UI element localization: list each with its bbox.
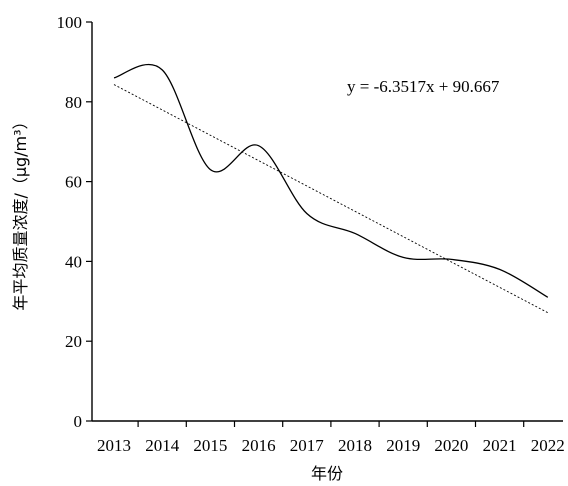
- x-tick-label: 2017: [290, 436, 325, 455]
- trend-line: [113, 84, 549, 314]
- x-axis-title: 年份: [311, 464, 343, 483]
- x-ticks: 2013 2014 2015 2016 2017 2018 2019 2020 2021 2022: [97, 421, 565, 455]
- y-tick-label: 0: [74, 412, 83, 431]
- y-tick-label: 20: [65, 332, 82, 351]
- x-tick-label: 2019: [386, 436, 420, 455]
- x-tick-label: 2014: [145, 436, 180, 455]
- axes: [91, 22, 563, 422]
- x-tick-label: 2018: [338, 436, 372, 455]
- x-tick-label: 2021: [483, 436, 517, 455]
- y-tick-label: 40: [65, 252, 82, 271]
- y-tick-label: 80: [65, 93, 82, 112]
- x-tick-label: 2016: [242, 436, 276, 455]
- x-tick-label: 2020: [434, 436, 468, 455]
- x-tick-label: 2022: [531, 436, 565, 455]
- y-tick-label: 60: [65, 173, 82, 192]
- y-axis-title: 年平均质量浓度/（μg/m³）: [11, 113, 30, 310]
- series-line: [113, 63, 549, 298]
- y-tick-label: 100: [57, 13, 83, 32]
- trendline-equation: y = -6.3517x + 90.667: [347, 77, 500, 96]
- x-tick-label: 2013: [97, 436, 131, 455]
- y-ticks: 0 20 40 60 80 100: [57, 13, 92, 431]
- x-tick-label: 2015: [193, 436, 227, 455]
